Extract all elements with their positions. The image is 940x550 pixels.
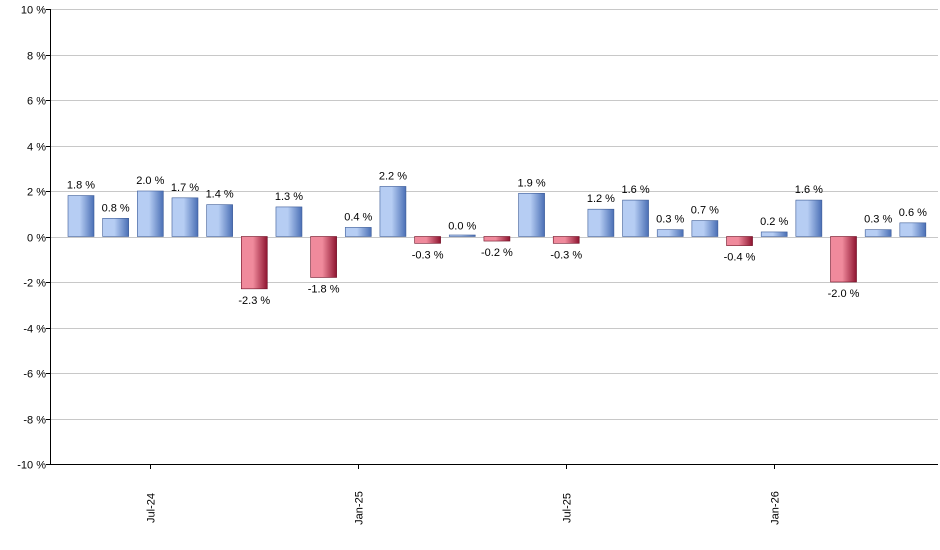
bar <box>344 227 372 237</box>
data-label: 0.7 % <box>691 205 719 217</box>
bar <box>899 222 927 237</box>
bar <box>241 236 268 290</box>
labels: 10 % 8 % 6 % 4 % 2 % 0 % -2 % -4 % -6 % -8 % -10 %… <box>17 5 927 525</box>
bar <box>622 199 649 237</box>
data-label: 1.3 % <box>275 191 303 203</box>
bar <box>552 236 580 244</box>
y-tick-label: 4 % <box>27 142 46 154</box>
data-label: 0.4 % <box>344 211 372 223</box>
y-tick-label: 10 % <box>21 5 46 17</box>
bar <box>830 236 857 283</box>
y-tick-label: -6 % <box>23 369 46 381</box>
bar <box>691 220 719 237</box>
y-tick-label: -10 % <box>17 460 46 472</box>
bar <box>102 218 129 237</box>
data-label: -2.3 % <box>238 295 270 307</box>
y-tick-label: 6 % <box>27 96 46 108</box>
bars <box>67 186 927 290</box>
axes <box>46 9 938 469</box>
bar <box>656 229 684 237</box>
y-tick-label: 8 % <box>27 51 46 63</box>
data-label: -2.0 % <box>828 288 860 300</box>
data-label: -0.3 % <box>550 249 582 261</box>
data-label: 0.2 % <box>760 216 788 228</box>
y-tick-label: -4 % <box>23 324 46 336</box>
data-label: 0.6 % <box>899 207 927 219</box>
data-label: 1.8 % <box>67 180 95 192</box>
data-label: 0.0 % <box>448 221 476 233</box>
bar <box>795 199 823 237</box>
data-label: 1.9 % <box>518 177 546 189</box>
data-label: 2.2 % <box>379 170 407 182</box>
x-tick-label: Jan-26 <box>770 491 782 525</box>
bar <box>310 236 337 278</box>
bar <box>206 204 233 237</box>
bar <box>137 190 164 237</box>
data-label: -0.4 % <box>724 252 756 264</box>
data-label: 1.2 % <box>587 193 615 205</box>
y-tick-label: -2 % <box>23 278 46 290</box>
bar <box>448 234 476 237</box>
bar <box>760 231 788 237</box>
data-label: 0.3 % <box>864 214 892 226</box>
data-label: 0.8 % <box>102 202 130 214</box>
data-label: -1.8 % <box>308 283 340 295</box>
data-label: 1.7 % <box>171 182 199 194</box>
data-label: 2.0 % <box>136 175 164 187</box>
bar <box>171 197 199 237</box>
data-label: 1.4 % <box>206 189 234 201</box>
bar <box>726 236 753 246</box>
bar <box>587 208 615 237</box>
data-label: -0.3 % <box>412 249 444 261</box>
data-label: 1.6 % <box>621 184 649 196</box>
x-tick-label: Jan-25 <box>354 491 366 525</box>
bar <box>379 186 407 237</box>
y-tick-label: -8 % <box>23 415 46 427</box>
data-label: 1.6 % <box>795 184 823 196</box>
bar <box>67 195 95 237</box>
data-label: -0.2 % <box>481 247 513 259</box>
bar <box>414 236 441 244</box>
y-tick-label: 0 % <box>27 233 46 245</box>
bar <box>483 236 511 242</box>
x-tick-label: Jul-24 <box>146 493 158 523</box>
bar <box>864 229 892 237</box>
x-tick-label: Jul-25 <box>562 493 574 523</box>
data-label: 0.3 % <box>656 214 684 226</box>
y-tick-label: 2 % <box>27 187 46 199</box>
bar <box>518 192 545 237</box>
bar <box>275 206 303 237</box>
